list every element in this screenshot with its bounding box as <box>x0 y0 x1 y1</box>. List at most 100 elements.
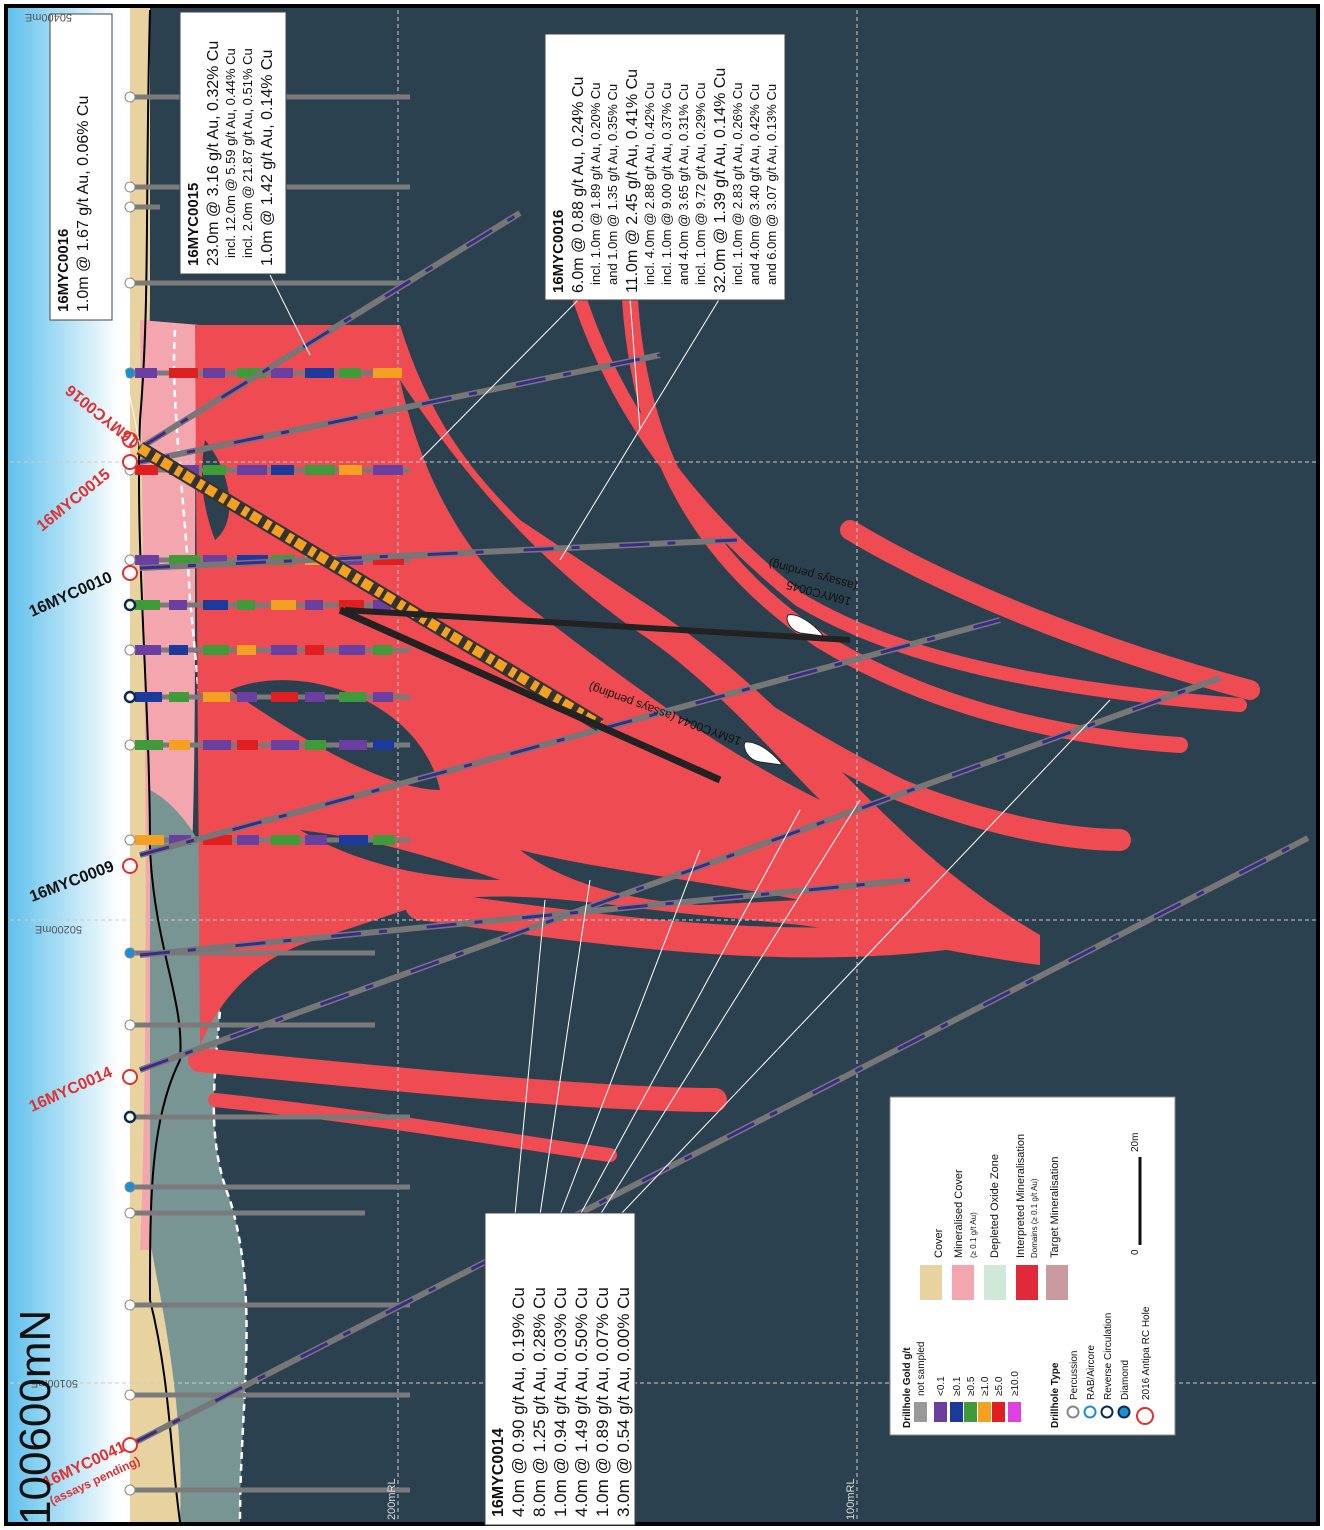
callout-line: and 4.0m @ 3.65 g/t Au, 0.31% Cu <box>676 84 691 285</box>
leader-line <box>269 274 311 356</box>
legend-unit-swatch <box>1046 1265 1068 1300</box>
assay-interval <box>169 645 188 655</box>
assay-interval <box>339 835 368 845</box>
collar-2016 <box>122 1437 138 1453</box>
legend-item: ≥5.0 <box>994 1376 1005 1396</box>
assay-interval <box>271 740 299 750</box>
legend-title: Drillhole Gold g/t <box>902 1347 913 1428</box>
assay-interval <box>373 835 395 845</box>
collar <box>124 1019 136 1031</box>
leader-line <box>559 297 721 561</box>
legend-unit-swatch <box>984 1265 1006 1300</box>
callout-title: 16MYC0016 <box>55 229 72 312</box>
assay-interval <box>169 740 190 750</box>
leader-line <box>599 799 861 1216</box>
callout-line: incl. 2.0m @ 21.87 g/t Au, 0.51% Cu <box>240 48 255 258</box>
assay-interval <box>373 600 391 610</box>
callout-line: and 6.0m @ 3.07 g/t Au, 0.13% Cu <box>764 84 779 285</box>
assay-interval <box>339 368 361 378</box>
legend-item: Target Mineralisation <box>1049 1157 1061 1259</box>
callout-line: incl. 12.0m @ 5.59 g/t Au, 0.44% Cu <box>223 48 238 258</box>
callout-line: incl. 1.0m @ 1.89 g/t Au, 0.20% Cu <box>588 82 603 285</box>
drillhole-core <box>137 443 603 730</box>
callout-line: incl. 1.0m @ 2.83 g/t Au, 0.26% Cu <box>730 82 745 285</box>
min-band <box>573 293 1247 712</box>
callout-line: and 1.0m @ 1.35 g/t Au, 0.35% Cu <box>605 84 620 285</box>
legend-item: <0.1 <box>936 1376 947 1396</box>
collar-2016 <box>122 432 138 448</box>
assay-interval <box>169 835 191 845</box>
callout-line: 3.0m @ 0.54 g/t Au, 0.00% Cu <box>614 1287 633 1517</box>
assay-interval <box>305 368 334 378</box>
legend-item: Percussion <box>1069 1351 1080 1400</box>
assay-interval <box>339 740 367 750</box>
assay-interval <box>203 555 227 565</box>
min-band <box>208 1093 617 1162</box>
assay-interval <box>203 600 228 610</box>
assay-interval <box>203 465 226 475</box>
callout-line: and 4.0m @ 3.40 g/t Au, 0.42% Cu <box>747 84 762 285</box>
collar <box>124 1181 136 1193</box>
legend-item: not sampled <box>916 1342 927 1396</box>
legend-type-symbol <box>1117 1405 1131 1419</box>
legend-item: RAB/Aircore <box>1086 1345 1097 1400</box>
drillhole-core <box>129 836 1309 1447</box>
drillhole <box>138 210 522 451</box>
collar <box>123 598 137 612</box>
assay-interval <box>271 600 296 610</box>
assay-interval <box>271 692 298 702</box>
callout-line: 4.0m @ 0.90 g/t Au, 0.19% Cu <box>509 1287 528 1517</box>
legend-type-symbol <box>1136 1407 1154 1425</box>
legend-item: Mineralised Cover <box>953 1169 965 1258</box>
legend-gold-swatch <box>978 1402 991 1422</box>
assay-interval <box>237 692 257 702</box>
domain-gap <box>230 680 440 790</box>
assay-interval <box>169 692 189 702</box>
legend-unit-swatch <box>920 1265 942 1300</box>
callout-line: 1.0m @ 0.89 g/t Au, 0.07% Cu <box>593 1287 612 1517</box>
assay-interval <box>203 645 229 655</box>
callout-line: 6.0m @ 0.88 g/t Au, 0.24% Cu <box>570 77 587 293</box>
min-band <box>188 1048 727 1112</box>
collar <box>124 834 136 846</box>
legend-item: Cover <box>933 1228 945 1258</box>
drillhole <box>138 675 1222 1073</box>
assay-interval <box>169 368 198 378</box>
drillhole <box>139 352 661 465</box>
callout-line: 4.0m @ 1.49 g/t Au, 0.50% Cu <box>572 1287 591 1517</box>
callout-box <box>484 1212 636 1526</box>
legend-item: Depleted Oxide Zone <box>989 1154 1001 1258</box>
assay-interval <box>135 692 162 702</box>
assay-interval <box>305 835 327 845</box>
scale-label: 0 <box>1130 1249 1141 1255</box>
callout-line: 11.0m @ 2.45 g/t Au, 0.41% Cu <box>624 69 641 293</box>
assay-interval <box>305 465 335 475</box>
legend-gold-swatch <box>992 1402 1005 1422</box>
leader-line <box>619 699 1111 1216</box>
assay-interval <box>135 465 158 475</box>
callout-line: incl. 4.0m @ 2.88 g/t Au, 0.42% Cu <box>642 82 657 285</box>
assay-interval <box>203 692 230 702</box>
assay-interval <box>135 645 161 655</box>
callout-box <box>49 13 113 321</box>
assay-interval <box>135 740 163 750</box>
collar <box>124 1207 136 1219</box>
assay-interval <box>169 600 187 610</box>
legend-item: ≥0.5 <box>966 1376 977 1396</box>
pending-marker <box>743 741 783 766</box>
domain-gap <box>460 930 570 1070</box>
assay-interval <box>203 835 232 845</box>
assay-interval <box>237 465 267 475</box>
leader-line <box>579 809 801 1216</box>
assay-interval <box>237 600 255 610</box>
callout-line: incl. 1.0m @ 9.00 g/t Au, 0.37% Cu <box>659 82 674 285</box>
legend-item: (≥ 0.1 g/t Au) <box>969 1212 978 1258</box>
legend-gold-swatch <box>950 1402 963 1422</box>
collar <box>124 277 136 289</box>
legend-unit-swatch <box>1016 1265 1038 1300</box>
drillhole-pending <box>338 606 722 784</box>
callout-line: 1.0m @ 0.94 g/t Au, 0.03% Cu <box>551 1287 570 1517</box>
drillhole-pending <box>344 607 851 643</box>
assay-interval <box>203 740 231 750</box>
